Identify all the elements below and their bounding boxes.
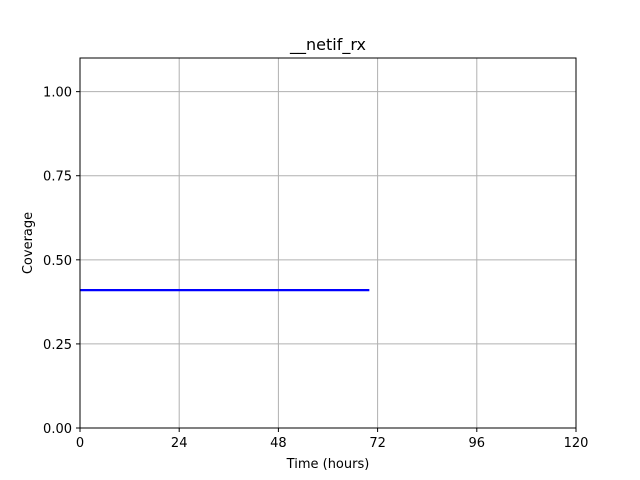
y-tick-label: 0.50	[43, 254, 72, 269]
x-axis: 0 24 48 72 96 120	[76, 428, 589, 451]
x-tick-label: 48	[270, 436, 287, 451]
y-axis: 0.00 0.25 0.50 0.75 1.00	[43, 86, 80, 437]
y-axis-label: Coverage	[21, 212, 36, 274]
chart-title: __netif_rx	[289, 35, 366, 55]
y-tick-label: 0.75	[43, 170, 72, 185]
x-tick-label: 72	[369, 436, 386, 451]
x-tick-label: 96	[469, 436, 486, 451]
y-tick-label: 1.00	[43, 86, 72, 101]
y-tick-label: 0.00	[43, 422, 72, 437]
x-tick-label: 24	[171, 436, 188, 451]
x-tick-label: 120	[564, 436, 589, 451]
x-axis-label: Time (hours)	[286, 457, 370, 472]
x-tick-label: 0	[76, 436, 84, 451]
y-tick-label: 0.25	[43, 338, 72, 353]
plot-frame	[79, 57, 577, 429]
